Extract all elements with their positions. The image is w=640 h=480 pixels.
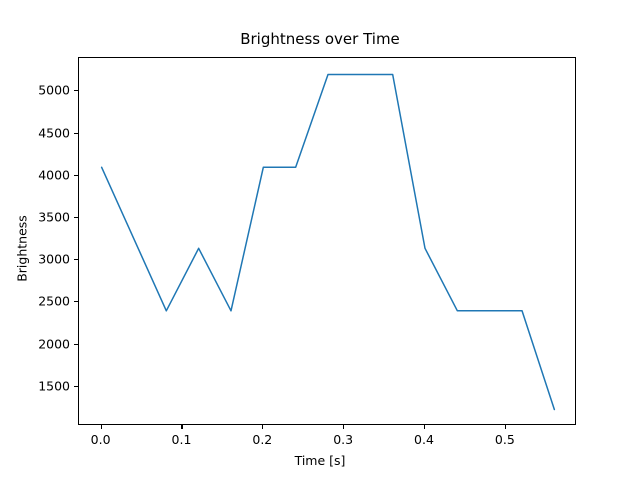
y-tick-label: 3500 [38, 209, 70, 225]
y-tick-label: 4000 [38, 167, 70, 183]
y-tick-mark [74, 343, 78, 345]
chart-title: Brightness over Time [240, 30, 400, 48]
y-tick-label: 2500 [38, 293, 70, 309]
y-axis-tick-labels: 1500 2000 2500 3000 3500 4000 4500 5000 [0, 0, 70, 480]
plot-area [78, 57, 576, 425]
y-tick-mark [74, 301, 78, 303]
x-tick-label: 0.3 [333, 432, 354, 447]
x-tick-label: 0.4 [414, 432, 434, 447]
x-tick-mark [343, 425, 345, 429]
y-tick-label: 1500 [38, 378, 70, 394]
y-tick-mark [74, 259, 78, 261]
y-tick-mark [74, 90, 78, 92]
x-tick-label: 0.1 [171, 432, 192, 447]
x-axis-label: Time [s] [294, 453, 346, 468]
x-tick-label: 0.0 [90, 432, 111, 447]
y-tick-mark [74, 132, 78, 134]
x-tick-mark [181, 425, 183, 429]
x-tick-mark [424, 425, 426, 429]
y-tick-label: 2000 [38, 336, 70, 352]
x-tick-label: 0.5 [494, 432, 515, 447]
brightness-line [100, 73, 556, 411]
y-tick-mark [74, 174, 78, 176]
x-tick-label: 0.2 [252, 432, 273, 447]
y-tick-label: 5000 [38, 82, 70, 98]
x-tick-mark [504, 425, 506, 429]
y-tick-label: 4500 [38, 125, 70, 141]
y-tick-mark [74, 385, 78, 387]
y-tick-mark [74, 216, 78, 219]
x-tick-mark [100, 425, 102, 429]
data-line-series [100, 73, 556, 411]
y-tick-label: 3000 [38, 251, 70, 267]
x-tick-mark [262, 425, 264, 429]
